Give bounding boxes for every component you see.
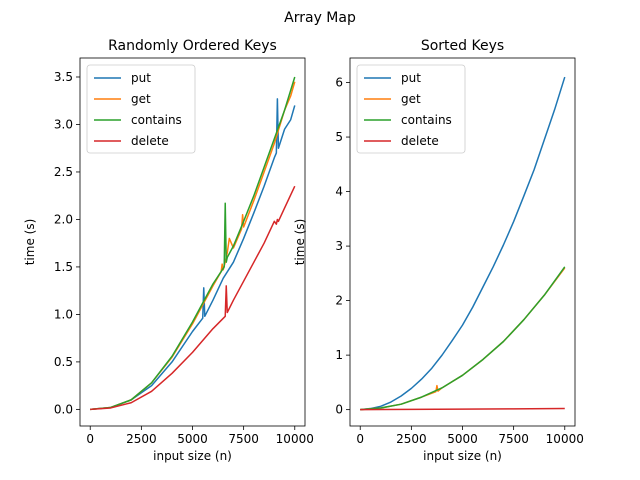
y-tick-label: 1.5	[54, 260, 73, 274]
x-axis-label: input size (n)	[153, 449, 232, 463]
series-line-delete	[90, 185, 296, 411]
x-tick-label: 10000	[276, 432, 314, 446]
legend-label-get: get	[401, 92, 421, 106]
legend-label-delete: delete	[401, 134, 439, 148]
y-tick-label: 1	[335, 348, 343, 362]
y-tick-label: 6	[335, 76, 343, 90]
legend: put get contains delete	[86, 64, 196, 154]
x-tick-label: 7500	[498, 432, 529, 446]
series-line-contains	[90, 76, 296, 411]
y-tick-label: 2	[335, 294, 343, 308]
x-tick-label: 7500	[228, 432, 259, 446]
legend-label-contains: contains	[401, 113, 452, 127]
x-tick-label: 0	[86, 432, 94, 446]
series-line-get	[360, 267, 566, 411]
y-tick-label: 3.5	[54, 70, 73, 84]
legend-label-put: put	[131, 71, 151, 85]
y-axis-label: time (s)	[23, 219, 37, 266]
y-tick-label: 0.0	[54, 402, 73, 416]
legend-box	[86, 64, 196, 154]
chart-random-keys: 0 2500 5000 7500 10000 0.0 0.5 1.0 1.5 2.0 2.5 3.0 3…	[23, 38, 314, 463]
legend-label-contains: contains	[131, 113, 182, 127]
series-line-contains	[360, 266, 566, 411]
legend-label-delete: delete	[131, 134, 169, 148]
x-tick-label: 2500	[126, 432, 157, 446]
y-tick-label: 4	[335, 185, 343, 199]
y-tick-label: 2.0	[54, 212, 73, 226]
y-tick-label: 0.5	[54, 355, 73, 369]
y-tick-label: 0	[335, 403, 343, 417]
legend-label-get: get	[131, 92, 151, 106]
series-line-put	[90, 98, 296, 411]
legend: put get contains delete	[356, 64, 466, 154]
x-tick-label: 10000	[546, 432, 584, 446]
y-tick-label: 2.5	[54, 165, 73, 179]
x-tick-label: 5000	[177, 432, 208, 446]
y-tick-label: 3	[335, 239, 343, 253]
legend-label-put: put	[401, 71, 421, 85]
x-tick-label: 2500	[396, 432, 427, 446]
figure-suptitle: Array Map	[284, 10, 356, 26]
legend-box	[356, 64, 466, 154]
y-tick-label: 5	[335, 130, 343, 144]
y-axis-label: time (s)	[293, 219, 307, 266]
series-line-put	[360, 76, 566, 411]
chart-title: Randomly Ordered Keys	[108, 38, 277, 54]
y-tick-label: 3.0	[54, 117, 73, 131]
chart-sorted-keys: 0 2500 5000 7500 10000 0 1 2 3 4 5 6 Sorted Keys inpu…	[293, 38, 584, 463]
x-tick-label: 0	[356, 432, 364, 446]
x-tick-label: 5000	[447, 432, 478, 446]
y-tick-label: 1.0	[54, 307, 73, 321]
x-axis-label: input size (n)	[423, 449, 502, 463]
chart-title: Sorted Keys	[421, 38, 504, 54]
series-line-delete	[360, 407, 565, 411]
